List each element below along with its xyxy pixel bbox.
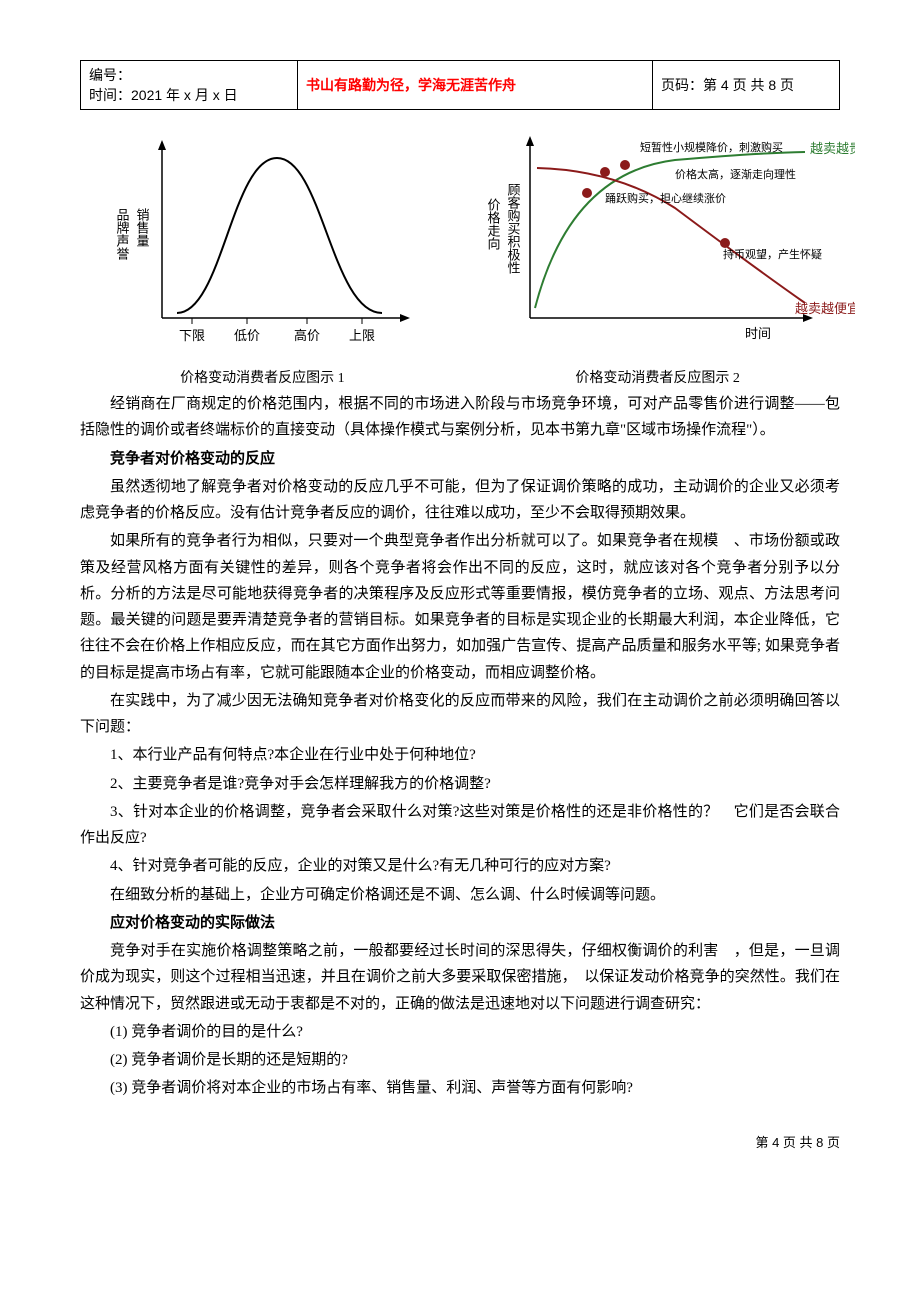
chart2-down-label: 越卖越便宜 <box>795 301 855 316</box>
question-3: 3、针对本企业的价格调整，竞争者会采取什么对策?这些对策是价格性的还是非价格性的… <box>80 799 840 852</box>
chart1-caption: 价格变动消费者反应图示 1 <box>80 367 445 387</box>
research-3: (3) 竞争者调价将对本企业的市场占有率、销售量、利润、声誉等方面有何影响? <box>80 1075 840 1101</box>
heading-2: 应对价格变动的实际做法 <box>80 910 840 936</box>
chart2-svg: 短暂性小规模降价，刺激购买 踊跃购买，担心继续涨价 价格太高，逐渐走向理性 持币… <box>475 128 855 358</box>
chart1-ylabel-2: 销售量 <box>135 208 150 247</box>
chart2-up-anno-1: 踊跃购买，担心继续涨价 <box>605 191 726 205</box>
chart1-tick-3: 上限 <box>349 328 375 343</box>
chart2-caption: 价格变动消费者反应图示 2 <box>475 367 840 387</box>
chart1-ylabel-1: 品牌声誉 <box>115 208 130 261</box>
chart2-box: 短暂性小规模降价，刺激购买 踊跃购买，担心继续涨价 价格太高，逐渐走向理性 持币… <box>475 128 840 387</box>
header-page-label: 页码：第 4 页 共 8 页 <box>653 61 840 110</box>
para-3: 如果所有的竞争者行为相似，只要对一个典型竞争者作出分析就可以了。如果竞争者在规模… <box>80 528 840 686</box>
chart1-tick-2: 高价 <box>294 328 320 343</box>
chart1-tick-1: 低价 <box>234 328 260 343</box>
chart2-xlabel: 时间 <box>745 326 771 341</box>
chart2-ylabel-2: 顾客购买积极性 <box>506 183 521 274</box>
chart2-up-label: 越卖越贵 <box>810 141 855 156</box>
chart1-box: 下限 低价 高价 上限 品牌声誉 销售量 价格变动消费者反应图示 1 <box>80 128 445 387</box>
header-left-cell: 编号： 时间：2021 年 x 月 x 日 <box>81 61 298 110</box>
chart2-up-anno-0: 短暂性小规模降价，刺激购买 <box>640 140 783 154</box>
chart1-svg: 下限 低价 高价 上限 品牌声誉 销售量 <box>92 128 432 358</box>
para-5: 在细致分析的基础上，企业方可确定价格调还是不调、怎么调、什么时候调等问题。 <box>80 882 840 908</box>
research-1: (1) 竞争者调价的目的是什么? <box>80 1019 840 1045</box>
chart2-down-anno-1: 持币观望，产生怀疑 <box>723 247 822 261</box>
question-2: 2、主要竞争者是谁?竞争对手会怎样理解我方的价格调整? <box>80 771 840 797</box>
chart2-ylabel-1: 价格走向 <box>486 198 501 250</box>
heading-1: 竞争者对价格变动的反应 <box>80 446 840 472</box>
doc-date-label: 时间：2021 年 x 月 x 日 <box>89 85 289 105</box>
para-2: 虽然透彻地了解竞争者对价格变动的反应几乎不可能，但为了保证调价策略的成功，主动调… <box>80 474 840 527</box>
para-4: 在实践中，为了减少因无法确知竞争者对价格变化的反应而带来的风险，我们在主动调价之… <box>80 688 840 741</box>
doc-id-label: 编号： <box>89 65 289 85</box>
header-motto: 书山有路勤为径，学海无涯苦作舟 <box>298 61 653 110</box>
header-table: 编号： 时间：2021 年 x 月 x 日 书山有路勤为径，学海无涯苦作舟 页码… <box>80 60 840 110</box>
chart1-tick-0: 下限 <box>179 328 205 343</box>
diagrams-row: 下限 低价 高价 上限 品牌声誉 销售量 价格变动消费者反应图示 1 <box>80 128 840 387</box>
chart2-down-anno-0: 价格太高，逐渐走向理性 <box>675 167 796 181</box>
para-1: 经销商在厂商规定的价格范围内，根据不同的市场进入阶段与市场竞争环境，可对产品零售… <box>80 391 840 444</box>
footer-page: 第 4 页 共 8 页 <box>80 1132 840 1151</box>
question-1: 1、本行业产品有何特点?本企业在行业中处于何种地位? <box>80 742 840 768</box>
para-6: 竞争对手在实施价格调整策略之前，一般都要经过长时间的深思得失，仔细权衡调价的利害… <box>80 938 840 1017</box>
question-4: 4、针对竞争者可能的反应，企业的对策又是什么?有无几种可行的应对方案? <box>80 853 840 879</box>
research-2: (2) 竞争者调价是长期的还是短期的? <box>80 1047 840 1073</box>
